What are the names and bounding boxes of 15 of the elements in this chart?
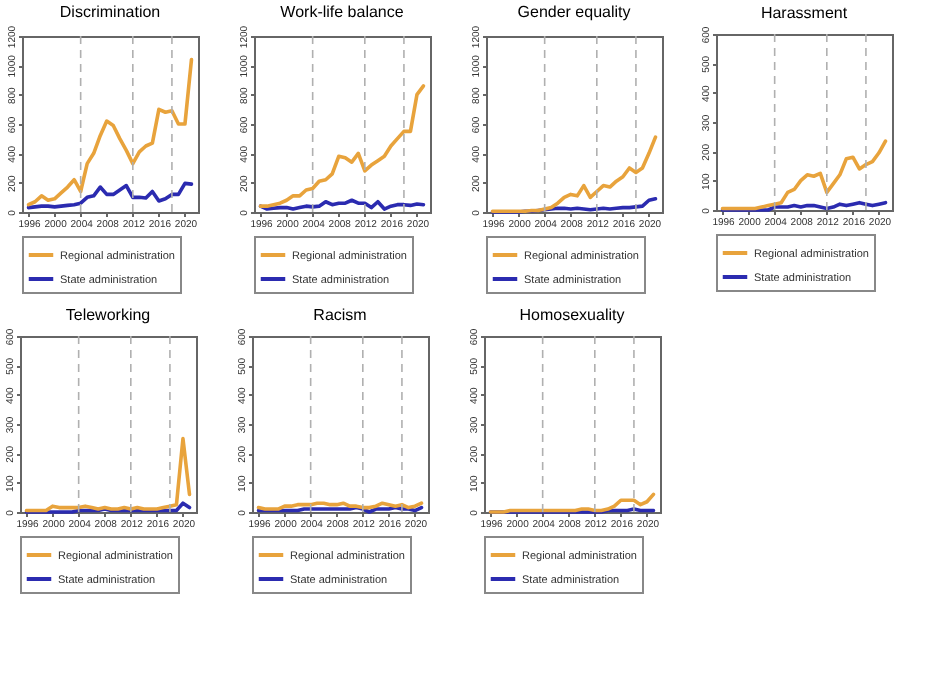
line-series bbox=[720, 139, 888, 211]
chart-title: Racism bbox=[313, 305, 368, 324]
line-series bbox=[490, 197, 658, 214]
chart-title: Work-life balance bbox=[280, 2, 405, 21]
line-series bbox=[26, 181, 194, 210]
chart-title: Gender equality bbox=[517, 2, 631, 21]
line-series bbox=[24, 436, 192, 513]
chart-title: Harassment bbox=[760, 3, 849, 22]
line-series bbox=[26, 57, 194, 207]
chart-title: Homosexuality bbox=[519, 305, 625, 324]
line-series bbox=[258, 84, 426, 208]
chart-title: Teleworking bbox=[65, 305, 151, 324]
line-series bbox=[488, 492, 656, 514]
chart-title: Discrimination bbox=[59, 2, 161, 21]
line-series bbox=[490, 135, 658, 214]
